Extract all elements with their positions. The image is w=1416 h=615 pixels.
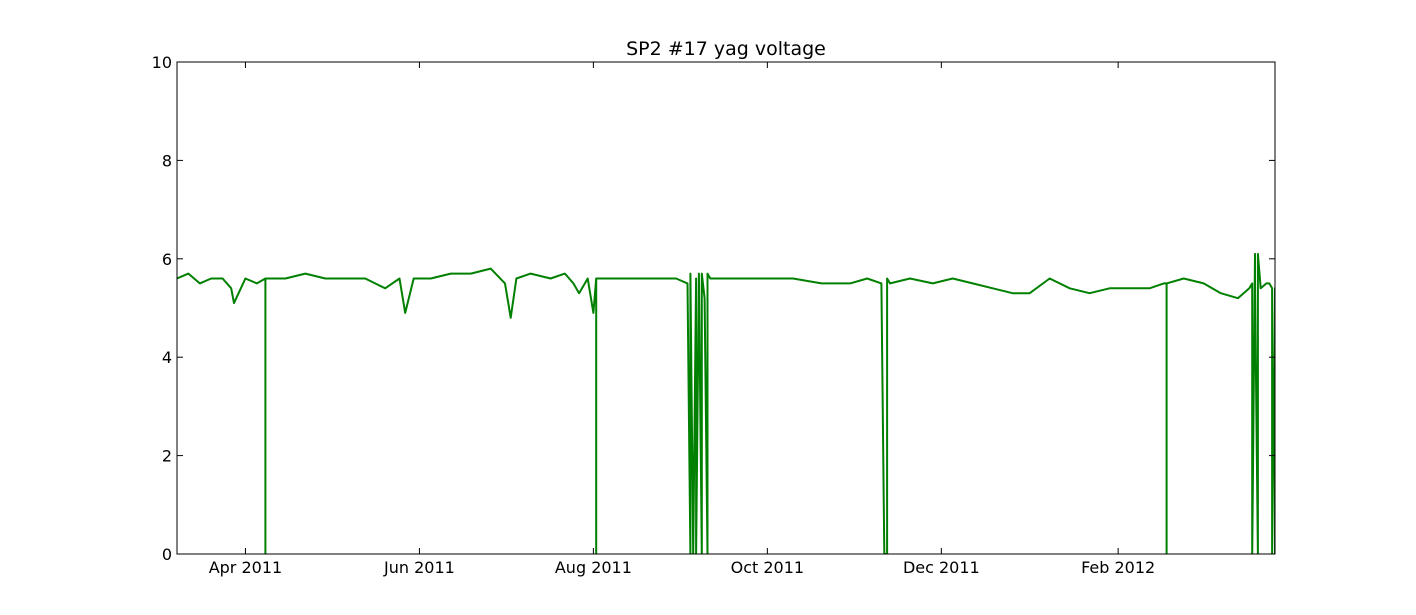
x-tick-label: Dec 2011 (903, 558, 980, 577)
chart-title: SP2 #17 yag voltage (626, 38, 826, 60)
x-tick-label: Aug 2011 (555, 558, 632, 577)
series-line (177, 252, 1275, 554)
plot-frame (176, 61, 1276, 555)
y-tick-label: 4 (162, 348, 172, 367)
x-tick-label: Apr 2011 (209, 558, 282, 577)
x-axis: Apr 2011 Jun 2011 Aug 2011 Oct 2011 Dec 2011… (209, 62, 1155, 577)
y-tick-label: 0 (162, 545, 172, 564)
y-tick-label: 2 (162, 447, 172, 466)
y-tick-label: 10 (152, 53, 172, 72)
x-tick-label: Jun 2011 (383, 558, 455, 577)
y-tick-label: 8 (162, 151, 172, 170)
y-axis: 0 2 4 6 8 10 (152, 53, 1275, 564)
y-tick-label: 6 (162, 250, 172, 269)
x-tick-label: Feb 2012 (1081, 558, 1155, 577)
series-layer (177, 252, 1275, 554)
x-tick-label: Oct 2011 (731, 558, 804, 577)
